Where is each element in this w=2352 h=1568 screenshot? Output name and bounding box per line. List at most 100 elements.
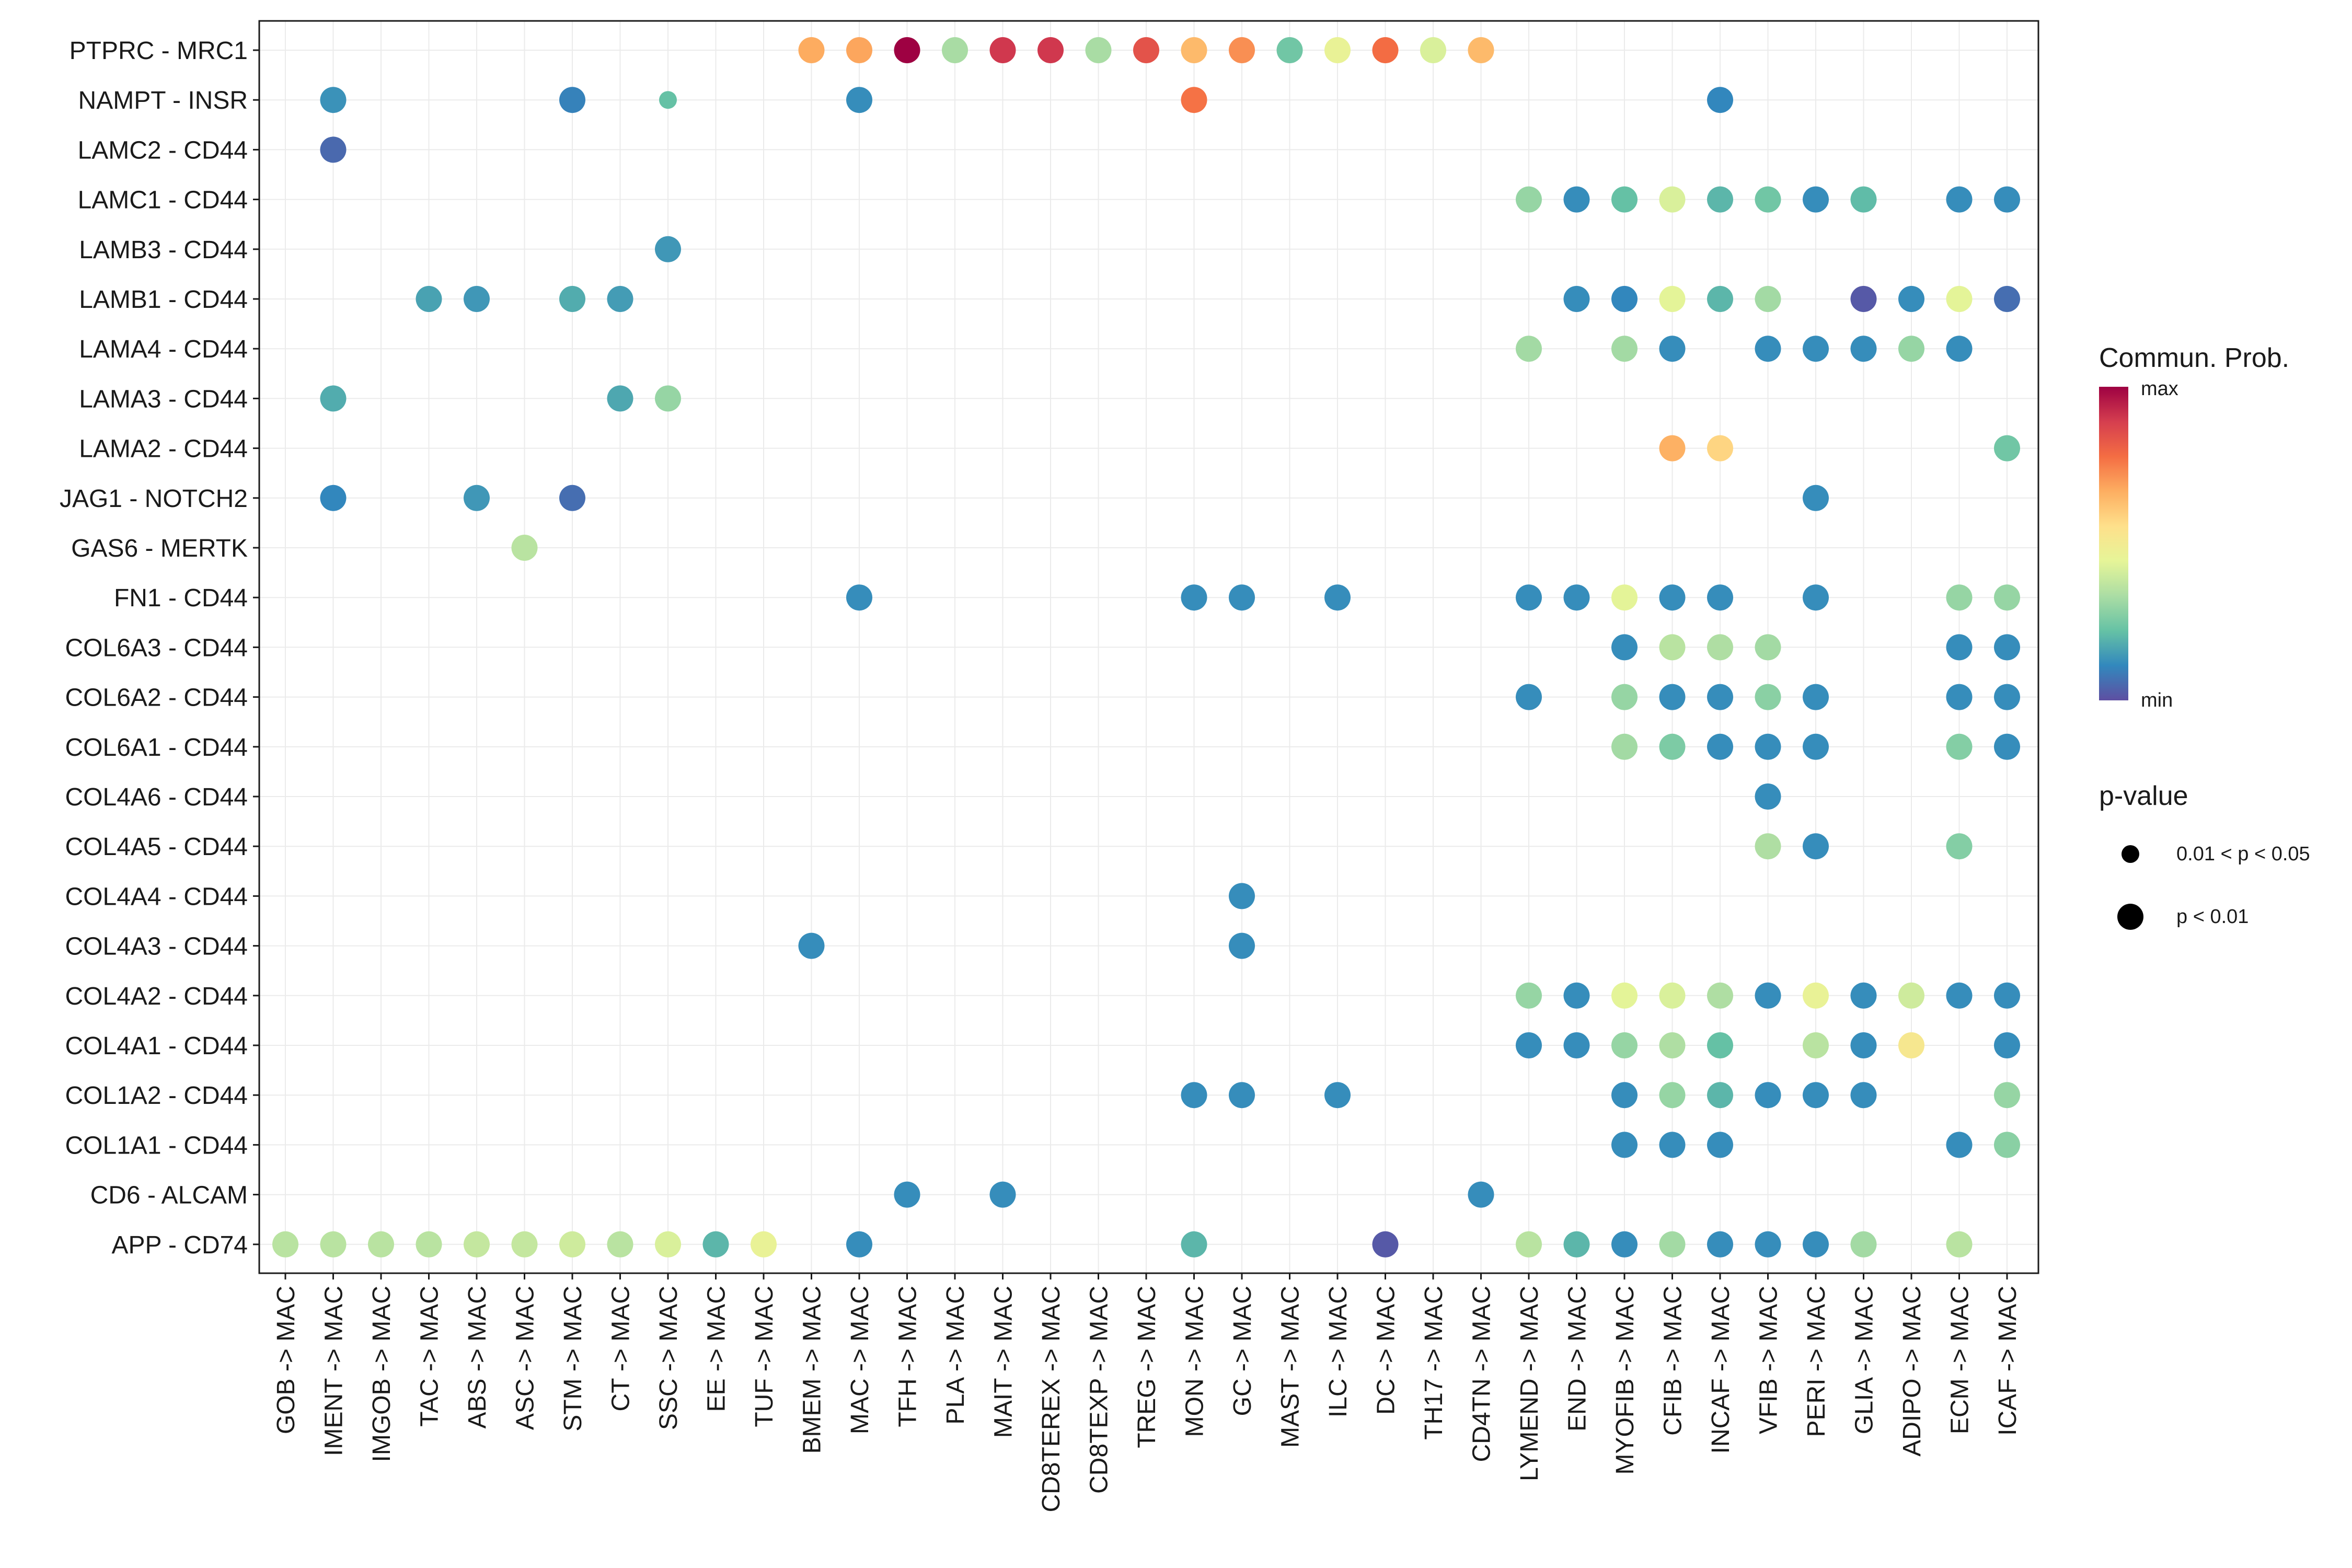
data-point xyxy=(1994,1032,2020,1058)
x-tick-label: END -> MAC xyxy=(1564,1286,1592,1432)
data-point xyxy=(1659,1082,1686,1109)
data-point xyxy=(1707,186,1733,213)
size-legend-small-dot xyxy=(2122,845,2139,863)
data-point xyxy=(1659,982,1686,1009)
data-point xyxy=(320,385,347,412)
data-point xyxy=(1898,286,1924,312)
y-tick-label: LAMA2 - CD44 xyxy=(79,435,248,463)
y-tick-label: COL6A2 - CD44 xyxy=(65,684,248,712)
data-point xyxy=(1611,584,1638,611)
data-point xyxy=(1181,1231,1207,1258)
data-point xyxy=(1946,1132,1973,1158)
data-point xyxy=(511,1231,538,1258)
data-point xyxy=(272,1231,298,1258)
data-point xyxy=(1994,435,2020,462)
x-tick-label: GC -> MAC xyxy=(1229,1286,1256,1416)
data-point xyxy=(1803,336,1829,362)
data-point xyxy=(1850,286,1877,312)
data-point xyxy=(1611,186,1638,213)
data-point xyxy=(846,584,872,611)
data-point xyxy=(1659,684,1686,710)
data-point xyxy=(894,1181,920,1208)
data-point xyxy=(1707,1231,1733,1258)
data-point xyxy=(1803,684,1829,710)
data-point xyxy=(1946,634,1973,661)
data-point xyxy=(320,87,347,113)
data-points xyxy=(272,37,2020,1258)
x-tick-label: TFH -> MAC xyxy=(894,1286,922,1427)
data-point xyxy=(1181,1082,1207,1109)
x-tick-label: ECM -> MAC xyxy=(1946,1286,1974,1434)
data-point xyxy=(1563,982,1590,1009)
data-point xyxy=(1324,37,1351,63)
data-point xyxy=(1229,1082,1255,1109)
data-point xyxy=(1707,982,1733,1009)
x-tick-label: MAIT -> MAC xyxy=(990,1286,1018,1438)
y-tick-label: GAS6 - MERTK xyxy=(71,535,248,562)
data-point xyxy=(655,385,681,412)
data-point xyxy=(1707,1082,1733,1109)
x-tick-label: GOB -> MAC xyxy=(272,1286,300,1434)
data-point xyxy=(1946,336,1973,362)
data-point xyxy=(1659,1231,1686,1258)
data-point xyxy=(1994,1082,2020,1109)
color-legend-title: Commun. Prob. xyxy=(2099,343,2289,373)
data-point xyxy=(1563,286,1590,312)
data-point xyxy=(1707,286,1733,312)
y-tick-label: COL1A1 - CD44 xyxy=(65,1132,248,1159)
y-tick-label: FN1 - CD44 xyxy=(114,584,248,612)
data-point xyxy=(1659,1132,1686,1158)
y-tick-label: LAMB1 - CD44 xyxy=(79,286,248,314)
data-point xyxy=(1850,1082,1877,1109)
data-point xyxy=(1037,37,1064,63)
x-tick-label: PLA -> MAC xyxy=(942,1286,970,1424)
data-point xyxy=(1611,684,1638,710)
data-point xyxy=(1611,1032,1638,1058)
size-legend-large-dot xyxy=(2117,904,2143,930)
data-point xyxy=(1707,634,1733,661)
x-tick-label: STM -> MAC xyxy=(559,1286,587,1432)
data-point xyxy=(607,1231,633,1258)
x-tick-label: ADIPO -> MAC xyxy=(1898,1286,1926,1457)
x-tick-label: SSC -> MAC xyxy=(655,1286,683,1430)
x-tick-label: ASC -> MAC xyxy=(512,1286,539,1430)
y-tick-label: COL4A6 - CD44 xyxy=(65,783,248,811)
data-point xyxy=(559,1231,585,1258)
data-point xyxy=(1755,733,1781,760)
data-point xyxy=(1372,37,1399,63)
y-tick-label: CD6 - ALCAM xyxy=(90,1182,248,1209)
grid-lines xyxy=(259,21,2038,1273)
data-point xyxy=(1707,684,1733,710)
data-point xyxy=(1133,37,1159,63)
data-point xyxy=(1516,1032,1542,1058)
data-point xyxy=(989,37,1016,63)
data-point xyxy=(655,1231,681,1258)
data-point xyxy=(702,1231,729,1258)
legend: Commun. Prob. max min p-value 0.01 < p <… xyxy=(2099,343,2310,930)
data-point xyxy=(368,1231,394,1258)
data-point xyxy=(1755,286,1781,312)
data-point xyxy=(1229,584,1255,611)
data-point xyxy=(846,37,872,63)
data-point xyxy=(320,485,347,511)
x-tick-label: CD8TEREX -> MAC xyxy=(1037,1286,1065,1512)
data-point xyxy=(320,136,347,163)
data-point xyxy=(1611,1231,1638,1258)
data-point xyxy=(1994,684,2020,710)
x-tick-label: IMGOB -> MAC xyxy=(368,1286,396,1462)
data-point xyxy=(1898,982,1924,1009)
data-point xyxy=(1516,982,1542,1009)
data-point xyxy=(1994,1132,2020,1158)
data-point xyxy=(1659,186,1686,213)
data-point xyxy=(607,385,633,412)
x-tick-label: MYOFIB -> MAC xyxy=(1611,1286,1639,1474)
data-point xyxy=(942,37,968,63)
y-axis: PTPRC - MRC1 NAMPT - INSR LAMC2 - CD44 LAMC… xyxy=(60,37,259,1259)
data-point xyxy=(894,37,920,63)
x-tick-label: GLIA -> MAC xyxy=(1851,1286,1878,1434)
data-point xyxy=(1994,982,2020,1009)
data-point xyxy=(559,286,585,312)
data-point xyxy=(1898,336,1924,362)
data-point xyxy=(559,87,585,113)
